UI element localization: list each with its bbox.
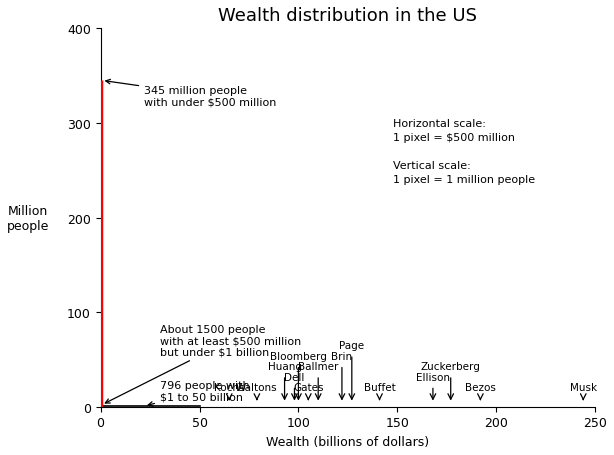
Text: 796 people with
$1 to 50 billion: 796 people with $1 to 50 billion	[148, 380, 249, 406]
Text: Buffet: Buffet	[363, 382, 395, 392]
Text: Page: Page	[340, 341, 364, 351]
Text: Musk: Musk	[570, 382, 597, 392]
Text: 345 million people
with under $500 million: 345 million people with under $500 milli…	[106, 80, 276, 107]
Text: Horizontal scale:
1 pixel = $500 million

Vertical scale:
1 pixel = 1 million pe: Horizontal scale: 1 pixel = $500 million…	[394, 119, 535, 185]
Title: Wealth distribution in the US: Wealth distribution in the US	[219, 7, 477, 25]
Text: Waltons: Waltons	[236, 382, 278, 392]
Y-axis label: Million
people: Million people	[7, 204, 49, 232]
X-axis label: Wealth (billions of dollars): Wealth (billions of dollars)	[266, 435, 429, 448]
Text: Dell: Dell	[284, 372, 305, 382]
Text: Bezos: Bezos	[465, 382, 496, 392]
Text: Ballmer: Ballmer	[298, 362, 338, 371]
Text: Gates: Gates	[293, 382, 324, 392]
Text: Huang: Huang	[268, 362, 301, 371]
Text: Ellison: Ellison	[416, 372, 450, 382]
Text: Zuckerberg: Zuckerberg	[421, 362, 481, 371]
Text: About 1500 people
with at least $500 million
but under $1 billion: About 1500 people with at least $500 mil…	[106, 324, 301, 403]
Text: Bloomberg: Bloomberg	[270, 351, 327, 361]
Text: Kochs: Kochs	[214, 382, 244, 392]
Text: Brin: Brin	[332, 351, 352, 361]
